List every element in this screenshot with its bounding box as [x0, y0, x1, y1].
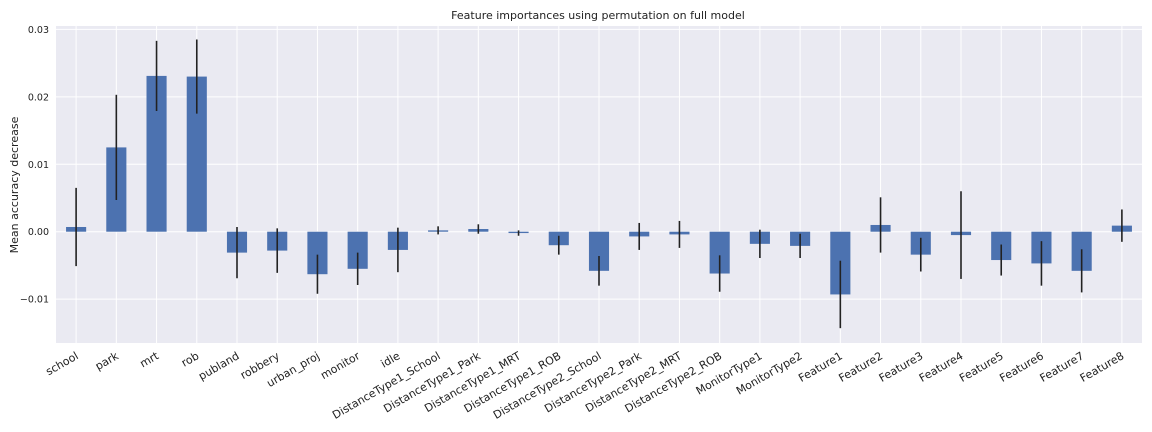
y-tick-label: 0.02 — [28, 92, 49, 103]
x-tick-label: park — [93, 349, 121, 373]
y-tick-label: 0.03 — [28, 25, 49, 36]
y-axis-label: Mean accuracy decrease — [8, 116, 21, 253]
x-tick-label: Feature8 — [1078, 349, 1127, 385]
x-tick-label: mrt — [138, 349, 162, 370]
bar-series — [66, 75, 1132, 295]
bar-urban_proj — [307, 231, 328, 275]
x-tick-label: Feature7 — [1038, 349, 1087, 385]
x-tick-label: idle — [379, 349, 403, 370]
x-tick-label: Feature3 — [877, 349, 926, 385]
bar-DistanceType2_School — [588, 231, 610, 271]
x-tick-label: school — [44, 349, 81, 378]
x-tick-label: Feature5 — [957, 349, 1006, 385]
y-tick-label: −0.01 — [20, 295, 49, 306]
x-tick-label: Feature2 — [836, 349, 885, 385]
bar-DistanceType2_ROB — [709, 231, 730, 274]
x-axis-ticks: school park mrt robpublandrobberyurban_proj… — [44, 349, 1127, 422]
x-tick-label: Feature1 — [796, 349, 845, 385]
chart-title: Feature importances using permutation on… — [451, 9, 745, 22]
y-tick-label: 0.00 — [28, 227, 49, 238]
y-axis-ticks: −0.01 0.00 0.01 0.02 0.03 — [20, 25, 49, 306]
x-tick-label: rob — [179, 349, 201, 369]
error-bars — [75, 39, 1123, 329]
y-tick-label: 0.01 — [28, 160, 49, 171]
x-tick-label: Feature6 — [997, 349, 1046, 385]
x-tick-label: Feature4 — [917, 349, 966, 385]
x-tick-label: publand — [196, 349, 241, 383]
x-tick-label: monitor — [318, 349, 362, 382]
bar-rob — [186, 76, 207, 232]
bar-mrt — [146, 75, 167, 232]
bar-monitor — [347, 231, 368, 269]
